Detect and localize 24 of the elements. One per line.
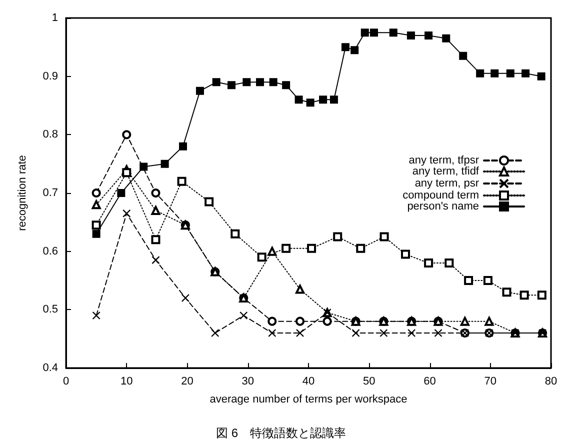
legend-label: any term, psr [414, 178, 480, 190]
x-tick-label: 20 [181, 376, 194, 388]
legend-label: any term, tfpsr [408, 154, 480, 166]
y-tick-label: 0.9 [42, 70, 58, 82]
y-tick-label: 0.7 [42, 187, 58, 199]
x-tick-label: 70 [484, 376, 496, 388]
x-tick-label: 50 [363, 376, 376, 388]
y-tick-label: 0.8 [42, 128, 58, 141]
y-tick-label: 0.6 [42, 245, 58, 258]
y-tick-label: 1 [52, 12, 58, 24]
x-tick-label: 60 [424, 376, 436, 388]
caption: 図 6 特徴語数と認識率 [216, 426, 346, 440]
x-tick-label: 80 [544, 376, 558, 388]
x-tick-label: 30 [242, 376, 254, 388]
legend-label: compound term [402, 190, 479, 202]
x-axis-title: average number of terms per workspace [210, 394, 408, 406]
x-tick-label: 0 [62, 376, 70, 388]
y-axis-title: recognition rate [16, 155, 28, 231]
x-tick-label: 40 [302, 376, 315, 388]
y-tick-label: 0.4 [42, 362, 58, 374]
x-tick-label: 10 [120, 376, 133, 388]
legend-label: any term, tfidf [412, 166, 480, 178]
legend-label: person's name [407, 200, 479, 212]
y-tick-label: 0.5 [42, 304, 58, 316]
